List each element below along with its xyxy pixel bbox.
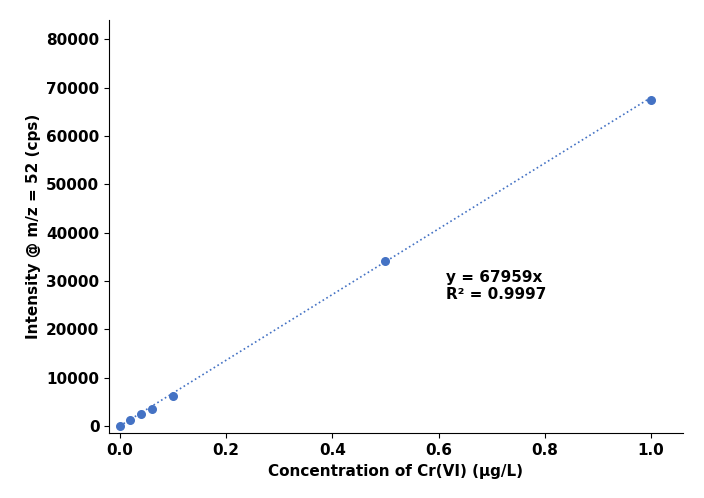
Text: y = 67959x
R² = 0.9997: y = 67959x R² = 0.9997	[446, 269, 547, 302]
Point	[125, 416, 136, 424]
Point	[114, 422, 125, 430]
Point	[646, 96, 657, 104]
Y-axis label: Intensity @ m/z = 52 (cps): Intensity @ m/z = 52 (cps)	[25, 114, 41, 339]
Point	[135, 410, 146, 418]
X-axis label: Concentration of Cr(VI) (μg/L): Concentration of Cr(VI) (μg/L)	[268, 464, 524, 479]
Point	[146, 404, 157, 412]
Point	[168, 392, 179, 400]
Point	[379, 256, 391, 264]
